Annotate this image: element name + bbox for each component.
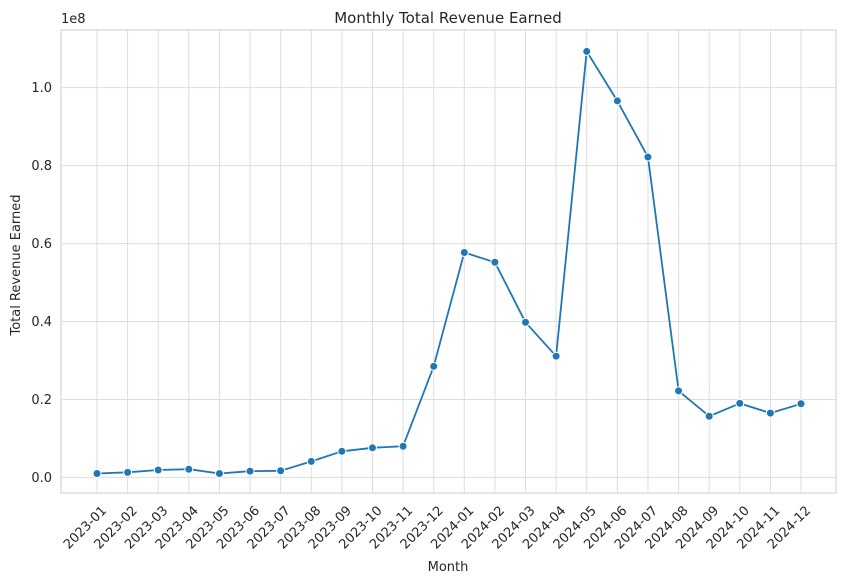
data-point: [276, 466, 286, 476]
data-point: [490, 257, 500, 267]
data-point: [612, 96, 622, 106]
data-point: [582, 46, 592, 56]
data-point: [398, 441, 408, 451]
data-point: [459, 248, 469, 258]
series-line: [96, 50, 802, 475]
y-tick-label: 0.6: [31, 237, 52, 252]
data-point: [367, 443, 377, 453]
data-point: [123, 467, 133, 477]
y-tick-label: 0.0: [31, 471, 52, 486]
x-axis-label: Month: [428, 560, 469, 575]
y-tick-label: 0.4: [31, 315, 52, 330]
data-point: [153, 465, 163, 475]
y-offset-label: 1e8: [61, 12, 86, 27]
y-tick-label: 0.8: [31, 159, 52, 174]
data-point: [337, 446, 347, 456]
data-point: [796, 399, 806, 409]
chart-title: Monthly Total Revenue Earned: [334, 9, 562, 27]
data-point: [214, 469, 224, 479]
data-point: [643, 152, 653, 162]
y-axis-label: Total Revenue Earned: [9, 194, 24, 336]
y-tick-label: 1.0: [31, 81, 52, 96]
data-point: [92, 469, 102, 479]
y-tick-label: 0.2: [31, 393, 52, 408]
data-point: [184, 464, 194, 474]
series-layer: [92, 46, 806, 479]
data-point: [429, 361, 439, 371]
data-point: [765, 408, 775, 418]
data-point: [735, 398, 745, 408]
data-point: [306, 456, 316, 466]
plot-area: [60, 29, 837, 494]
data-point: [245, 466, 255, 476]
data-point: [521, 317, 531, 327]
data-point: [704, 411, 714, 421]
data-point: [674, 386, 684, 396]
data-point: [551, 351, 561, 361]
